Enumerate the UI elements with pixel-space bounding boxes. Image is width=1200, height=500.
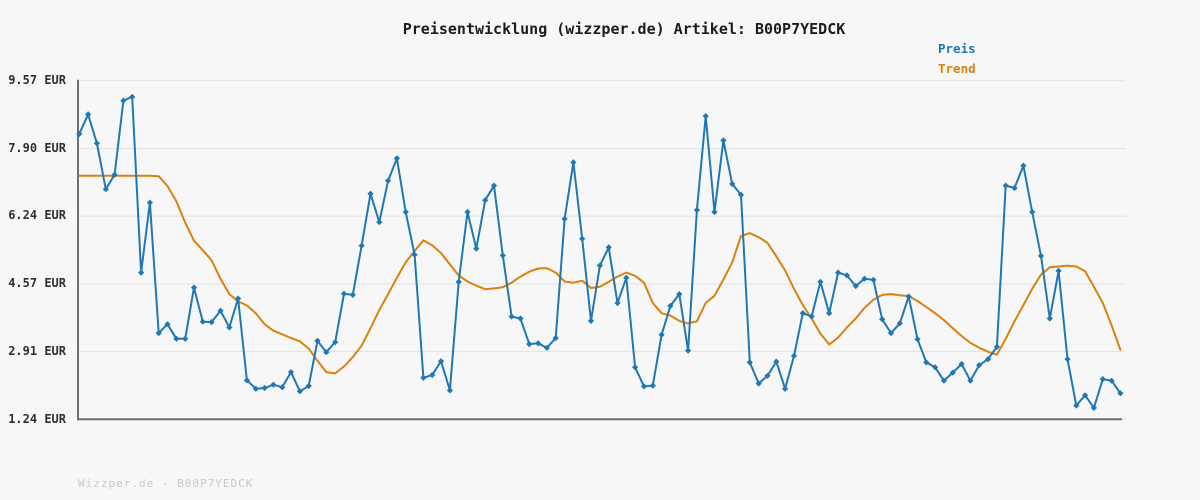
y-tick-label: 9.57 EUR xyxy=(8,73,66,87)
legend: Preis Trend xyxy=(938,39,976,79)
y-tick-label: 6.24 EUR xyxy=(8,208,66,222)
legend-item-trend: Trend xyxy=(938,61,976,76)
y-tick-label: 1.24 EUR xyxy=(8,412,66,426)
watermark: Wizzper.de - B00P7YEDCK xyxy=(78,477,254,490)
y-tick-label: 4.57 EUR xyxy=(8,276,66,290)
legend-item-preis: Preis xyxy=(938,41,976,56)
y-tick-label: 2.91 EUR xyxy=(8,344,66,358)
chart-title: Preisentwicklung (wizzper.de) Artikel: B… xyxy=(402,20,846,38)
y-tick-label: 7.90 EUR xyxy=(8,141,66,155)
